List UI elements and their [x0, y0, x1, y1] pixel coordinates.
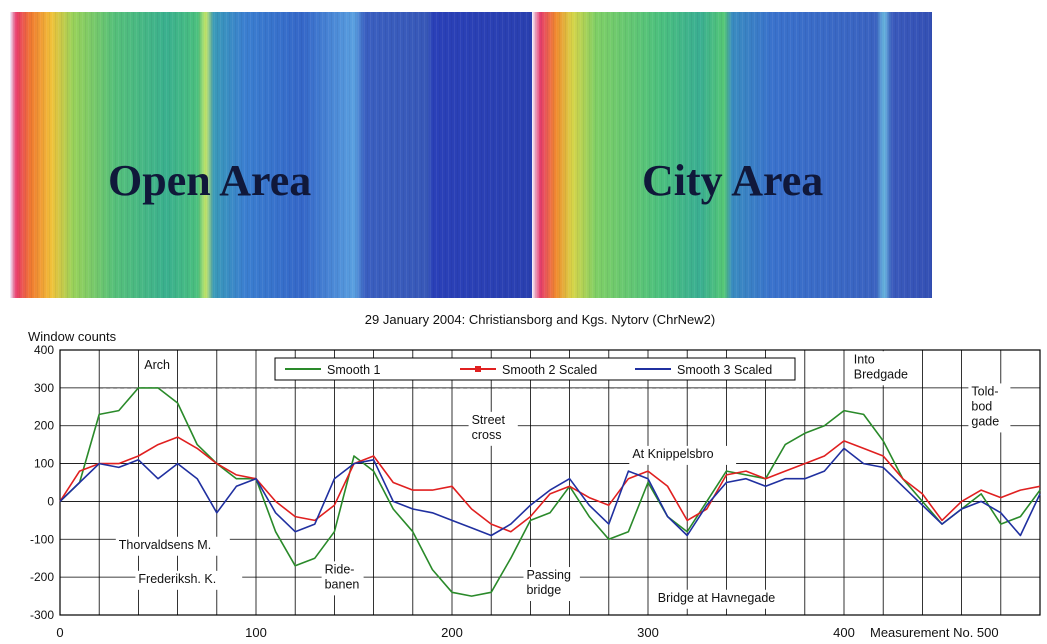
annotation-text: gade — [971, 414, 999, 428]
annotation-background — [968, 383, 1011, 433]
spectrogram-city-area: City Area — [532, 12, 932, 298]
legend-label: Smooth 3 Scaled — [677, 363, 772, 377]
x-tick-label: 400 — [833, 625, 855, 640]
y-tick-label: 0 — [47, 494, 54, 508]
series-layer — [59, 387, 1041, 597]
legend-item: Smooth 1 — [285, 363, 381, 377]
legend-label: Smooth 1 — [327, 363, 381, 377]
annotation-text: Bridge at Havnegade — [658, 591, 775, 605]
annotation-text: Street — [472, 413, 506, 427]
x-tick-label: 100 — [245, 625, 267, 640]
annotation-text: Passing — [526, 568, 571, 582]
annotation-text: Into — [854, 352, 875, 366]
y-tick-label: -100 — [30, 532, 54, 546]
chart-annotation: Arch — [141, 356, 177, 376]
annotation-text: Arch — [144, 358, 170, 372]
y-tick-label: -200 — [30, 570, 54, 584]
y-tick-label: 100 — [34, 457, 54, 471]
annotation-background — [135, 570, 243, 590]
chart-title: 29 January 2004: Christiansborg and Kgs.… — [365, 312, 715, 327]
spectrogram-city-image — [532, 12, 932, 298]
annotation-background — [115, 536, 230, 556]
annotation-background — [321, 561, 364, 596]
legend-box — [274, 357, 796, 381]
spectrogram-open-image — [10, 12, 532, 298]
legend-item: Smooth 2 Scaled — [460, 363, 597, 377]
annotation-background — [654, 589, 798, 609]
legend-marker — [475, 366, 481, 372]
annotation-text: cross — [472, 428, 502, 442]
series-line-smooth-2-scaled — [59, 436, 1041, 533]
annotation-text: Thorvaldsens M. — [119, 538, 211, 552]
x-tick-label: 300 — [637, 625, 659, 640]
annotation-background — [629, 445, 737, 465]
annotation-text: Frederiksh. K. — [138, 572, 216, 586]
annotation-text: Ride- — [325, 562, 355, 576]
chart-legend: Smooth 1 Smooth 2 Scaled Smooth 3 Scaled — [274, 357, 796, 381]
spectrogram-open-area: Open Area — [10, 12, 532, 298]
y-tick-label: -300 — [30, 608, 54, 622]
annotation-text: At Knippelsbro — [632, 447, 713, 461]
chart-annotation: At Knippelsbro — [629, 445, 737, 465]
annotation-text: Bredgade — [854, 367, 908, 381]
annotation-background — [850, 351, 915, 386]
x-tick-label: 0 — [56, 625, 63, 640]
y-axis-label: Window counts — [28, 329, 117, 344]
annotation-background — [141, 356, 177, 376]
chart-annotation: Ride-banen — [321, 561, 364, 596]
x-tick-label: 200 — [441, 625, 463, 640]
annotation-background — [468, 411, 518, 446]
annotation-text: Told- — [971, 384, 998, 398]
x-axis-label: Measurement No. 500 — [870, 625, 999, 640]
legend-item: Smooth 3 Scaled — [635, 363, 772, 377]
annotation-text: bod — [971, 399, 992, 413]
annotation-text: bridge — [526, 583, 561, 597]
series-line-smooth-3-scaled — [59, 447, 1041, 537]
series-line-smooth-1 — [59, 387, 1041, 597]
chart-annotation: Thorvaldsens M. — [115, 536, 230, 556]
legend-label: Smooth 2 Scaled — [502, 363, 597, 377]
chart-annotation: Frederiksh. K. — [135, 570, 243, 590]
annotation-background — [523, 567, 580, 602]
window-counts-chart: 29 January 2004: Christiansborg and Kgs.… — [28, 312, 1041, 640]
y-tick-label: 400 — [34, 343, 54, 357]
y-tick-label: 200 — [34, 419, 54, 433]
annotation-text: banen — [325, 577, 360, 591]
y-tick-label: 300 — [34, 381, 54, 395]
chart-annotation: Bridge at Havnegade — [654, 589, 798, 609]
